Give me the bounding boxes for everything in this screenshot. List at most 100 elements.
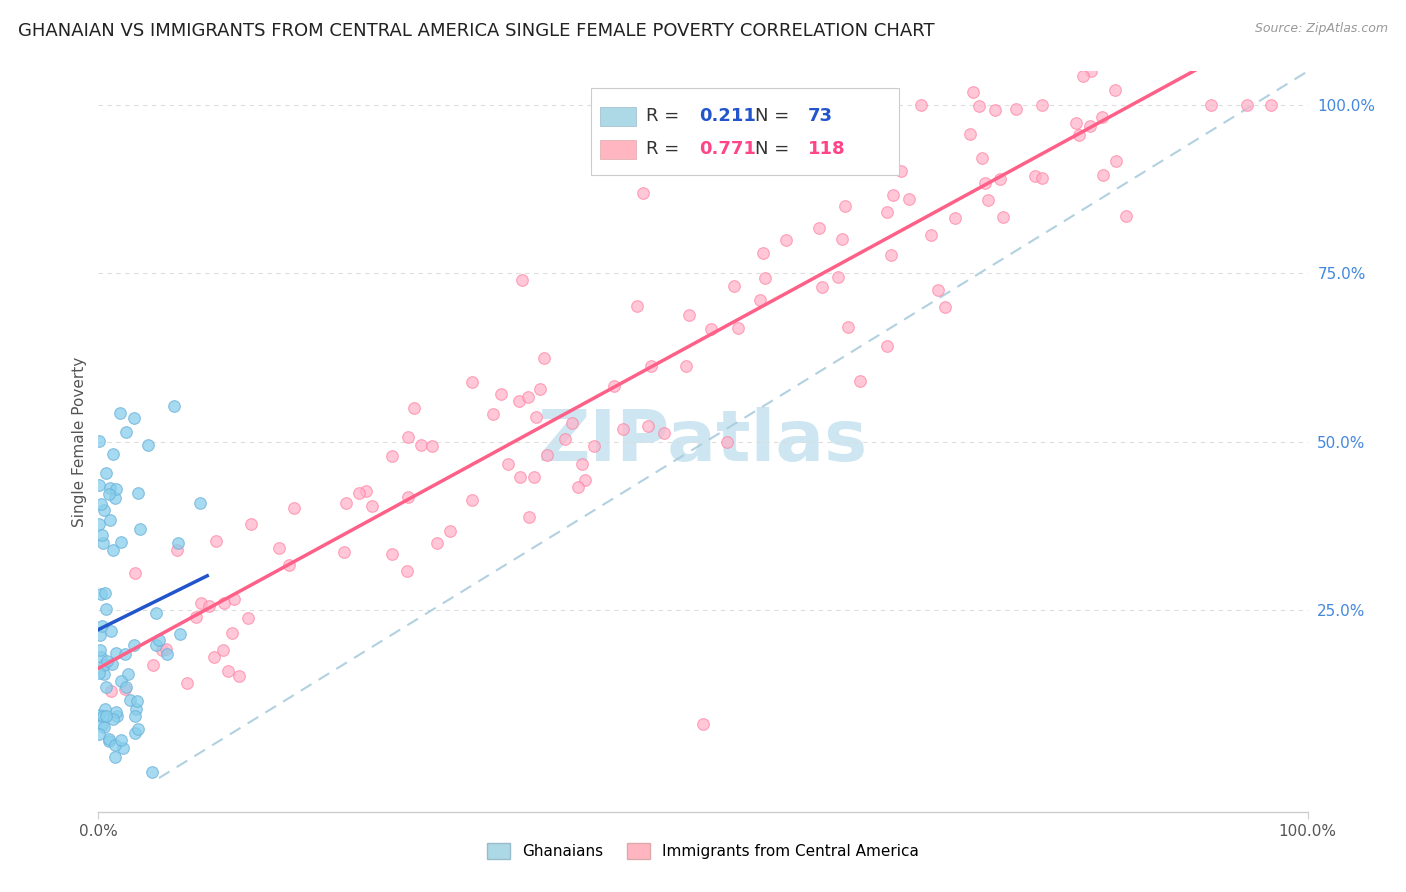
Point [381,450,404,464]
Point [988,171,1011,186]
Point [217,665,239,679]
Point [571,458,593,472]
Point [100,624,122,638]
Point [675,359,697,373]
Point [148,632,170,647]
Point [101,657,124,671]
Point [333,545,356,559]
Point [277,558,299,573]
Point [754,271,776,285]
Point [90,649,112,664]
Point [93,667,115,681]
Point [882,188,904,202]
Point [526,409,548,424]
Point [727,320,749,334]
Point [1115,210,1137,224]
Point [115,425,138,440]
Point [1080,64,1102,78]
Point [1067,128,1090,143]
Point [411,438,433,452]
Point [129,522,152,536]
Point [188,496,211,510]
Point [240,516,263,531]
Point [198,599,221,613]
Point [94,602,117,616]
Point [142,657,165,672]
Point [849,374,872,388]
Point [283,501,305,516]
Point [205,533,228,548]
Point [678,308,700,322]
Point [125,694,148,708]
Point [529,383,551,397]
Point [837,320,859,334]
Point [136,438,159,452]
Point [222,591,245,606]
Point [962,85,984,99]
Point [94,709,117,723]
Point [110,732,132,747]
Point [523,470,546,484]
Point [104,482,127,496]
Point [94,586,117,600]
Text: 0.211: 0.211 [699,107,756,125]
Point [212,596,235,610]
Point [811,280,834,294]
Point [117,667,139,681]
Text: N =: N = [755,140,794,158]
FancyBboxPatch shape [600,140,637,160]
Point [94,702,117,716]
Point [361,499,384,513]
Point [1260,98,1282,112]
Point [105,708,128,723]
Point [1073,70,1095,84]
Point [489,386,512,401]
Point [516,391,538,405]
Point [87,727,110,741]
Point [90,497,112,511]
FancyBboxPatch shape [600,107,637,126]
Point [700,322,723,336]
Point [970,151,993,165]
Point [150,642,173,657]
Point [984,103,1007,118]
Point [1031,171,1053,186]
Point [93,536,115,550]
Point [98,513,121,527]
Point [967,99,990,113]
Point [124,566,146,580]
Point [554,432,576,446]
Point [87,478,110,492]
Text: ZIPatlas: ZIPatlas [538,407,868,476]
Point [114,647,136,661]
Point [166,535,188,549]
Point [973,176,995,190]
Point [267,541,290,555]
Point [876,205,898,219]
Text: N =: N = [755,107,794,125]
Point [155,642,177,657]
Point [508,394,530,409]
Point [517,510,540,524]
Text: 0.771: 0.771 [699,140,756,158]
Point [89,665,111,680]
Point [166,543,188,558]
Point [749,293,772,308]
Point [561,417,583,431]
Point [104,646,127,660]
Point [221,626,243,640]
Point [162,399,184,413]
Point [815,151,838,165]
Point [897,192,920,206]
Point [1104,153,1126,168]
Point [100,684,122,698]
Point [87,434,110,448]
Point [105,706,128,720]
Point [852,161,875,176]
Point [1031,98,1053,112]
Point [402,401,425,415]
Point [349,485,371,500]
Point [827,270,849,285]
Point [1199,98,1222,112]
Point [1104,83,1126,97]
